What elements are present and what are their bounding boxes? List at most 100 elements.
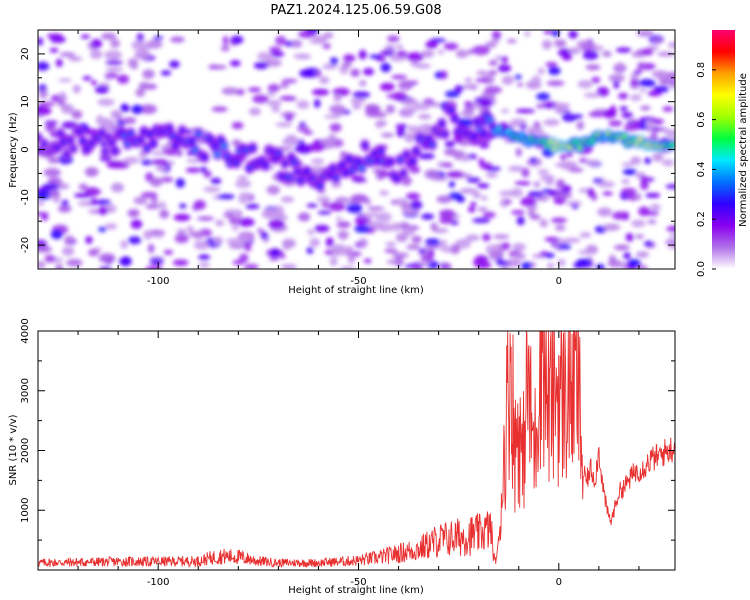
- spectrogram-cell: [664, 129, 675, 138]
- spectrogram-cell: [45, 122, 56, 133]
- spectrogram-cell: [281, 160, 288, 167]
- spectrogram-cell: [355, 216, 369, 226]
- spectrogram-cell: [248, 107, 261, 116]
- spectrogram-cell: [465, 234, 480, 242]
- spectrogram-cell: [377, 148, 385, 154]
- spectrogram-cell: [415, 63, 431, 69]
- spectrogram-cell: [269, 51, 285, 58]
- spectrogram-xlabel: Height of straight line (km): [288, 285, 424, 296]
- spectrogram-cell: [601, 50, 612, 58]
- spectrogram-cell: [306, 246, 314, 255]
- spectrogram-cell: [619, 106, 628, 112]
- spectrogram-cell: [90, 49, 103, 60]
- spectrogram-cell: [583, 92, 600, 98]
- spectrogram-cell: [142, 69, 155, 79]
- spectrogram-cell: [429, 102, 444, 107]
- spectrogram-cell: [351, 175, 366, 183]
- spectrogram-cell: [516, 216, 525, 226]
- spectrogram-cell: [459, 188, 478, 194]
- spectrogram-cell: [500, 265, 510, 269]
- spectrogram-cell: [397, 157, 404, 163]
- spectrogram-cell: [64, 235, 75, 245]
- spectrogram-cell: [191, 147, 199, 153]
- spectrogram-cell: [395, 123, 408, 129]
- spectrogram-cell: [127, 58, 139, 68]
- spectrogram-cell: [345, 245, 354, 256]
- spectrogram-cell: [88, 248, 99, 257]
- spectrogram-cell: [554, 192, 573, 199]
- spectrogram-cell: [363, 258, 372, 264]
- spectrogram-cell: [489, 39, 500, 45]
- spectrogram-cell: [587, 187, 595, 198]
- spectrogram-cell: [106, 160, 121, 169]
- spectrogram-cell: [557, 48, 573, 57]
- spectrogram-cell: [524, 31, 531, 37]
- spectrogram-cell: [529, 157, 538, 164]
- spectrogram-cell: [352, 91, 371, 99]
- spectrogram-cell: [596, 86, 610, 97]
- spectrogram-cell: [175, 136, 183, 142]
- spectrogram-cell: [401, 107, 413, 117]
- spectrogram-cell: [61, 104, 74, 114]
- spectrogram-cell: [316, 196, 331, 203]
- spectrogram-cell: [122, 117, 137, 125]
- spectrogram-cell: [230, 35, 244, 45]
- spectrogram-cell: [275, 35, 287, 46]
- spectrogram-cell: [628, 258, 641, 268]
- spectrogram-cell: [233, 160, 240, 166]
- spectrogram-cell: [577, 79, 593, 89]
- spectrogram-cell: [201, 154, 208, 160]
- spectrogram-cell: [443, 42, 459, 51]
- spectrogram-cell: [568, 30, 578, 39]
- y-tick-label: 3000: [20, 378, 31, 403]
- spectrogram-cell: [486, 117, 494, 123]
- spectrogram-cell: [478, 98, 493, 108]
- spectrogram-cell: [127, 236, 142, 245]
- spectrogram-cell: [391, 74, 408, 80]
- spectrogram-cell: [365, 108, 380, 118]
- spectrogram-cell: [282, 238, 296, 249]
- spectrogram-cell: [418, 248, 427, 254]
- spectrogram-cell: [350, 97, 366, 104]
- spectrogram-cell: [236, 209, 243, 220]
- spectrogram-cell: [473, 119, 481, 125]
- spectrogram-cell: [440, 262, 452, 269]
- spectrogram-cell: [630, 94, 642, 102]
- spectrogram-cell: [137, 45, 151, 51]
- spectrogram-cell: [470, 201, 477, 207]
- spectrogram-cell: [310, 158, 325, 165]
- spectrogram-cell: [203, 186, 221, 193]
- spectrogram-cell: [430, 222, 438, 231]
- spectrogram-cell: [635, 265, 648, 269]
- spectrogram-cell: [153, 233, 164, 238]
- spectrogram-cell: [499, 190, 517, 197]
- spectrogram-cell: [441, 131, 449, 137]
- spectrogram-cell: [348, 168, 356, 174]
- spectrogram-cell: [98, 206, 108, 216]
- spectrogram-cell: [98, 253, 116, 264]
- spectrogram-cell: [495, 55, 502, 61]
- spectrogram-cell: [324, 114, 341, 119]
- spectrogram-cell: [38, 101, 56, 107]
- spectrogram-cell: [281, 78, 298, 84]
- spectrogram-cell: [143, 229, 153, 240]
- spectrogram-cell: [237, 175, 249, 180]
- spectrogram-cell: [267, 83, 280, 93]
- spectrogram-cell: [337, 230, 350, 240]
- colorbar-tick-label: 0.8: [696, 62, 707, 78]
- spectrogram-cell: [331, 246, 348, 256]
- spectrogram-cell: [477, 207, 488, 212]
- spectrogram-cell: [268, 46, 282, 53]
- spectrogram-cell: [565, 200, 582, 206]
- spectrogram-cell: [261, 210, 277, 219]
- spectrogram-cell: [630, 156, 642, 165]
- spectrogram-cell: [630, 78, 639, 87]
- spectrogram-cell: [329, 123, 342, 133]
- spectrogram-cell: [105, 60, 123, 66]
- spectrogram-cell: [436, 195, 453, 204]
- spectrogram-cell: [467, 48, 475, 55]
- spectrogram-cell: [554, 224, 566, 232]
- spectrogram-cell: [445, 90, 460, 98]
- spectrogram-cell: [43, 168, 61, 177]
- spectrogram-cell: [38, 37, 44, 46]
